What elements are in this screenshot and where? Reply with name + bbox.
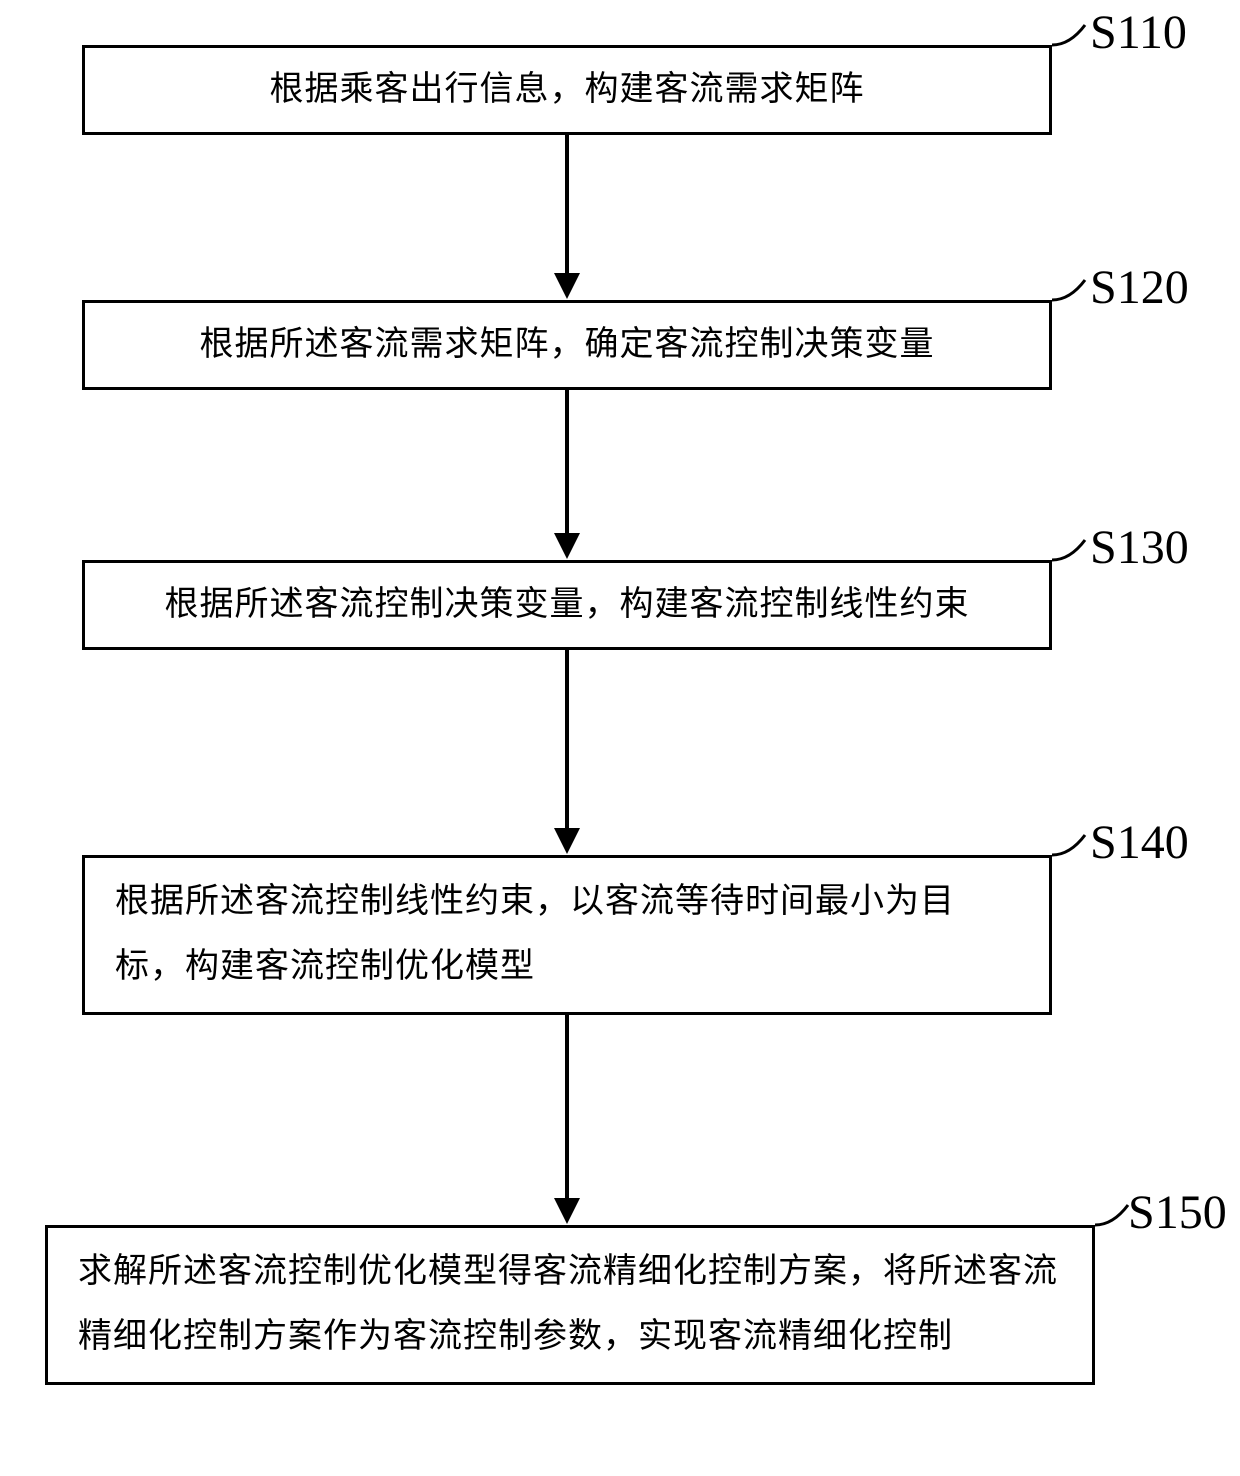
step-box-s120: 根据所述客流需求矩阵，确定客流控制决策变量 xyxy=(82,300,1052,390)
step-label-s120: S120 xyxy=(1090,260,1189,315)
callout-curve-s130 xyxy=(1050,535,1095,565)
arrow-line-3 xyxy=(565,650,569,830)
step-label-s150: S150 xyxy=(1128,1185,1227,1240)
step-box-s150: 求解所述客流控制优化模型得客流精细化控制方案，将所述客流精细化控制方案作为客流控… xyxy=(45,1225,1095,1385)
step-text-s120: 根据所述客流需求矩阵，确定客流控制决策变量 xyxy=(115,313,1019,378)
arrow-line-2 xyxy=(565,390,569,535)
step-text-s140: 根据所述客流控制线性约束，以客流等待时间最小为目标，构建客流控制优化模型 xyxy=(115,870,1019,999)
arrow-head-3 xyxy=(554,828,580,854)
step-text-s150: 求解所述客流控制优化模型得客流精细化控制方案，将所述客流精细化控制方案作为客流控… xyxy=(78,1240,1062,1369)
arrow-head-2 xyxy=(554,533,580,559)
step-box-s140: 根据所述客流控制线性约束，以客流等待时间最小为目标，构建客流控制优化模型 xyxy=(82,855,1052,1015)
step-label-s130: S130 xyxy=(1090,520,1189,575)
callout-curve-s110 xyxy=(1050,20,1095,50)
step-label-s110: S110 xyxy=(1090,5,1187,60)
callout-curve-s120 xyxy=(1050,275,1095,305)
step-text-s110: 根据乘客出行信息，构建客流需求矩阵 xyxy=(115,58,1019,123)
arrow-line-1 xyxy=(565,135,569,275)
arrow-line-4 xyxy=(565,1015,569,1200)
callout-curve-s140 xyxy=(1050,830,1095,860)
step-text-s130: 根据所述客流控制决策变量，构建客流控制线性约束 xyxy=(115,573,1019,638)
arrow-head-1 xyxy=(554,273,580,299)
step-label-s140: S140 xyxy=(1090,815,1189,870)
step-box-s110: 根据乘客出行信息，构建客流需求矩阵 xyxy=(82,45,1052,135)
flowchart-container: 根据乘客出行信息，构建客流需求矩阵 S110 根据所述客流需求矩阵，确定客流控制… xyxy=(0,0,1240,1476)
arrow-head-4 xyxy=(554,1198,580,1224)
step-box-s130: 根据所述客流控制决策变量，构建客流控制线性约束 xyxy=(82,560,1052,650)
